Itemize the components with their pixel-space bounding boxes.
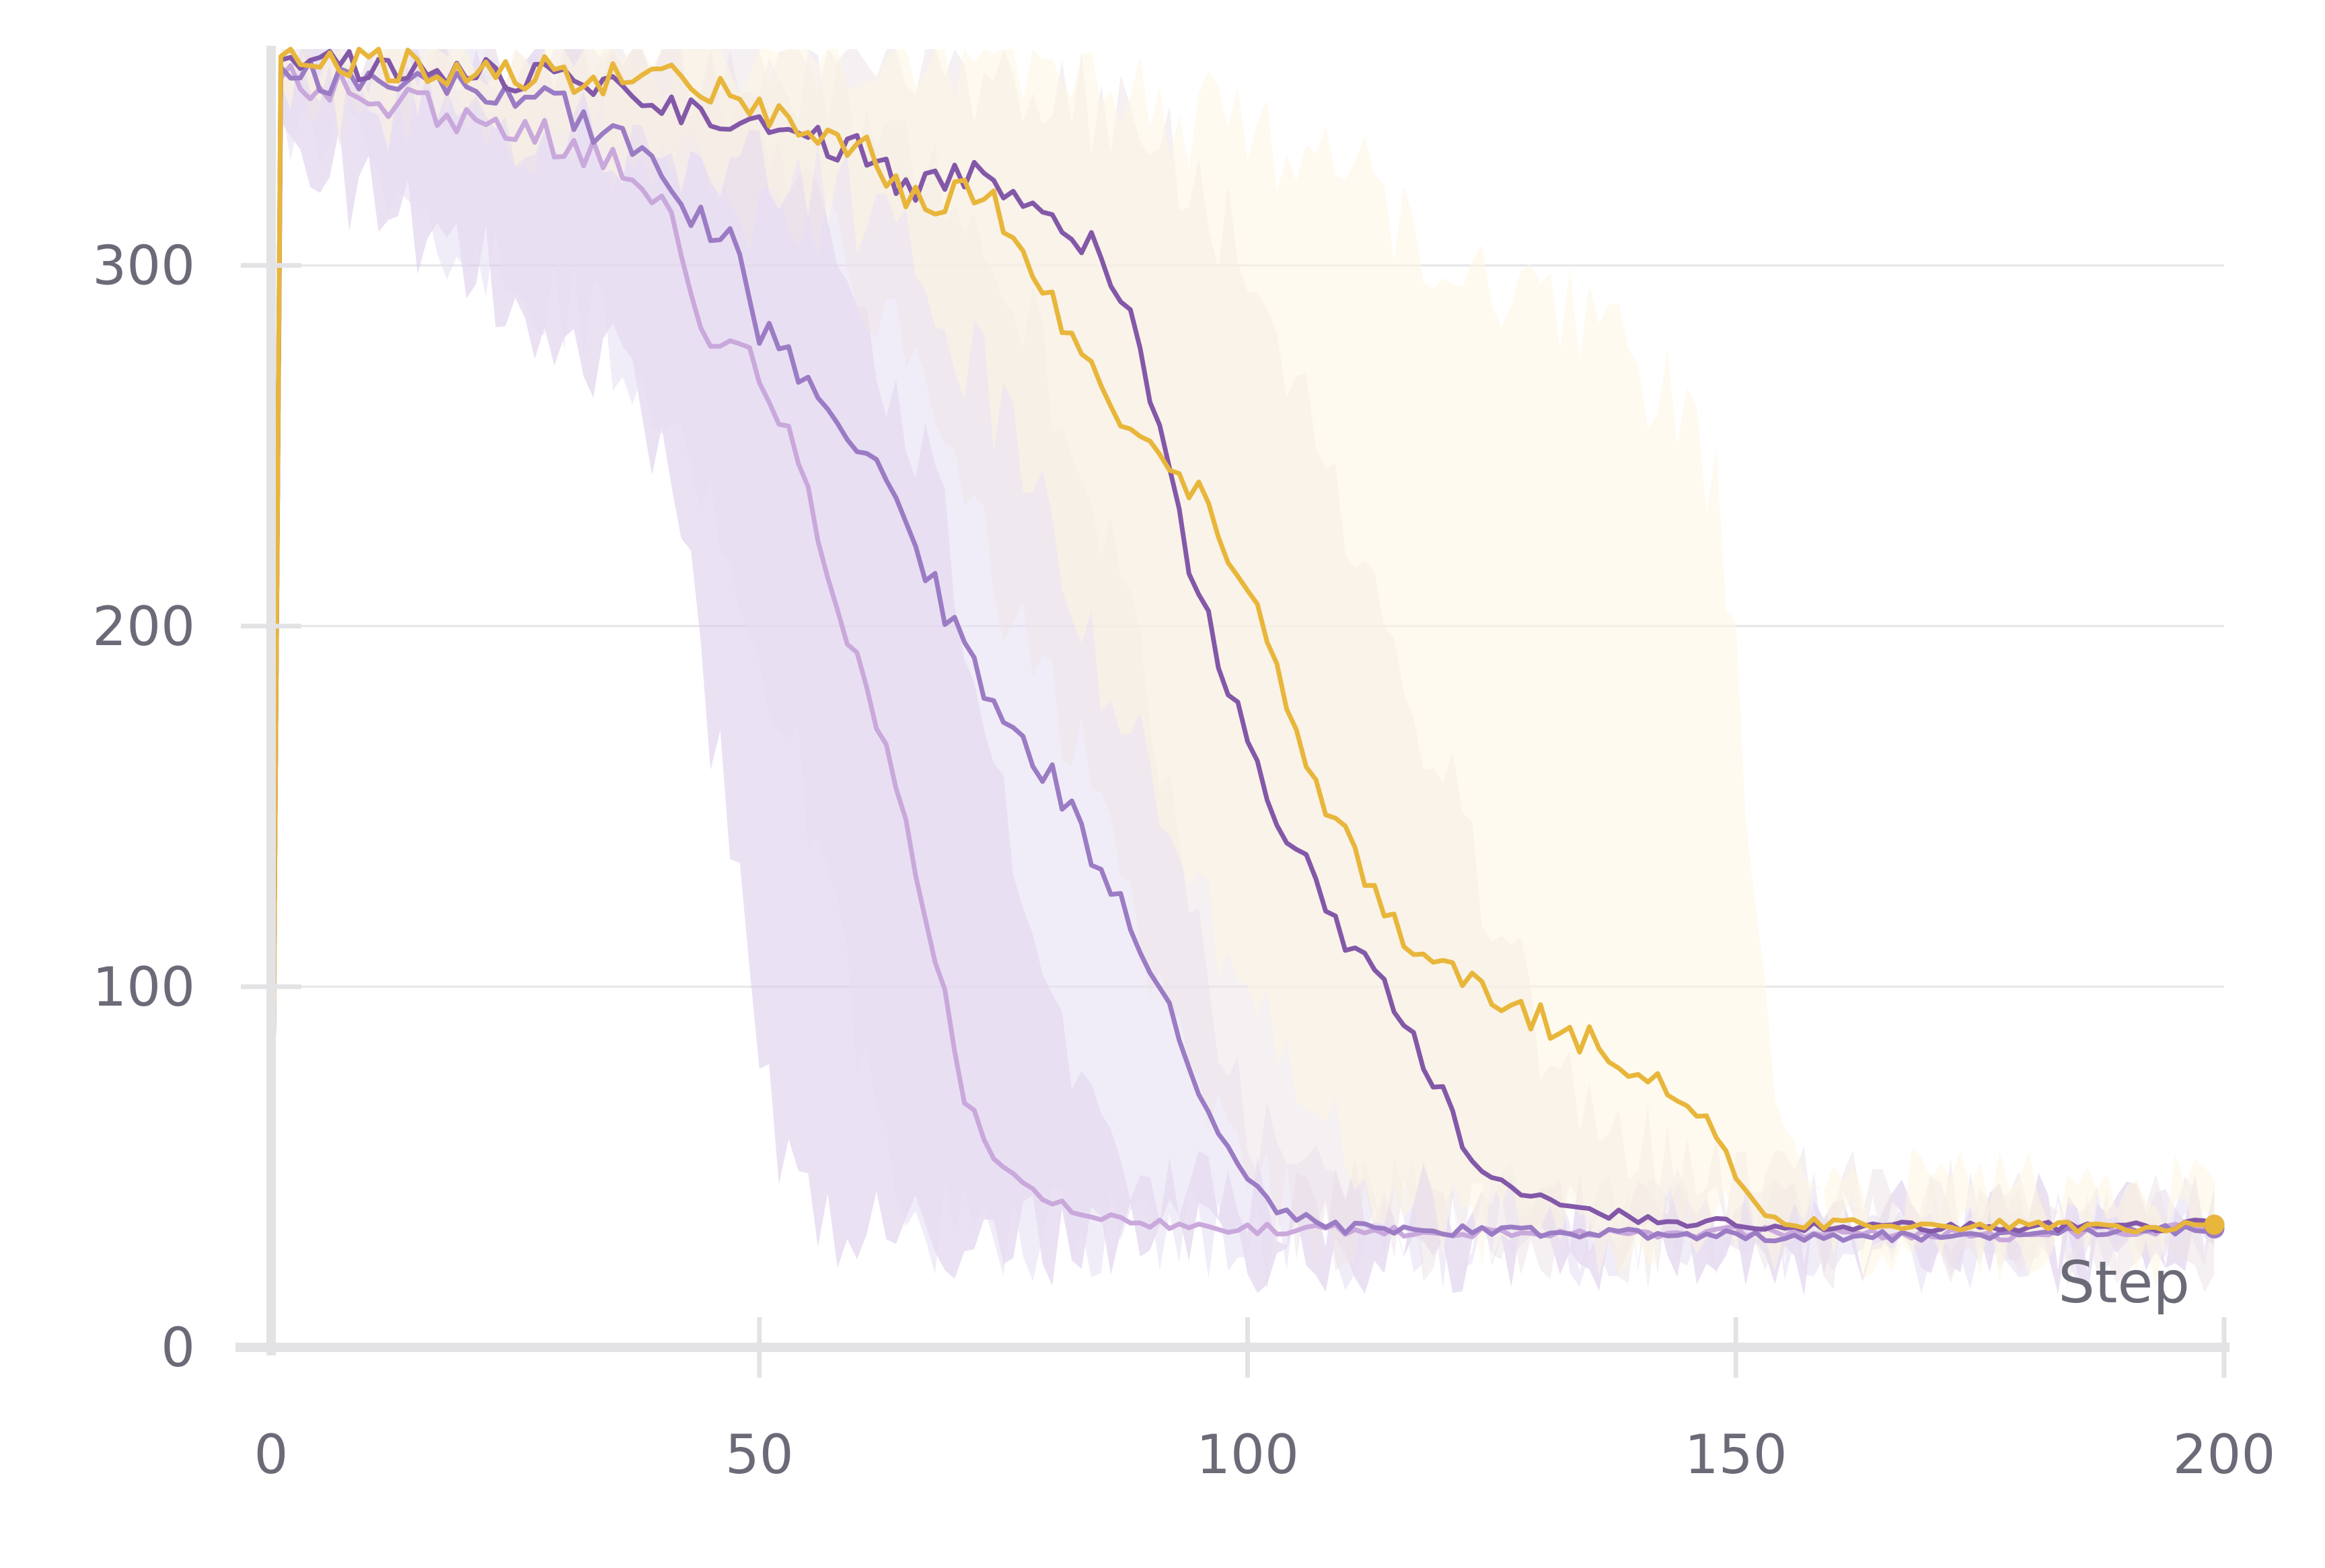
x-tick-label-4: 200 [2173,1423,2276,1486]
y-tick-label-2: 200 [92,595,195,658]
x-tick-label-2: 100 [1196,1423,1299,1486]
end-marker-series-3 [2204,1214,2225,1235]
confidence-bands [271,49,2215,1347]
x-tick-label-1: 50 [725,1423,794,1486]
x-tick-label-0: 0 [254,1423,289,1486]
y-tick-label-0: 0 [161,1316,195,1379]
x-tick-label-3: 150 [1685,1423,1787,1486]
end-markers [2204,1214,2225,1239]
y-tick-label-1: 100 [92,956,195,1018]
line-series-3 [268,46,2217,1350]
tick-labels: 0 50 100 150 200 0 100 200 300 [92,235,2275,1486]
y-tick-label-3: 300 [92,235,195,297]
x-axis-label: Step [2058,1249,2190,1316]
axes [235,46,2229,1378]
line-series-1 [268,59,2217,1350]
band-series-3 [271,49,2215,1347]
series-lines [268,46,2217,1350]
